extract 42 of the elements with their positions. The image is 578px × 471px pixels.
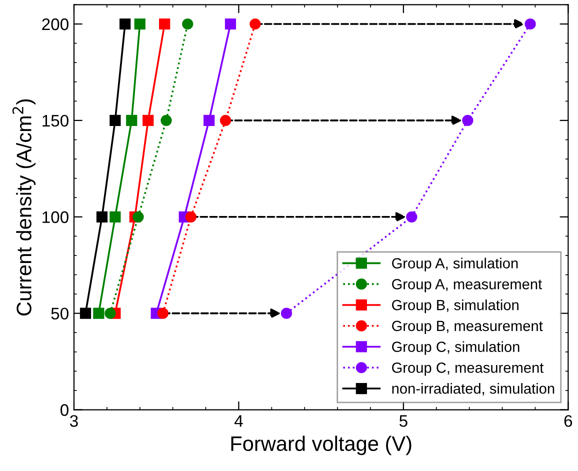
y-tick-label: 0 — [60, 404, 68, 416]
point — [126, 114, 138, 126]
point — [110, 114, 121, 126]
point — [406, 211, 418, 222]
legend-label: Group A, simulation — [392, 258, 518, 272]
point — [157, 308, 168, 319]
x-tick-label: 6 — [564, 415, 572, 427]
legend-label: Group B, measurement — [392, 320, 543, 334]
point — [119, 18, 131, 30]
point — [132, 211, 144, 222]
y-tick-label: 50 — [51, 308, 68, 320]
legend-label: Group C, simulation — [392, 341, 520, 355]
y-tick-label: 150 — [42, 114, 68, 127]
point — [134, 18, 146, 30]
point — [220, 114, 232, 126]
point — [159, 18, 170, 30]
point — [524, 18, 536, 30]
point — [104, 308, 116, 319]
x-tick-label: 3 — [70, 415, 78, 427]
y-tick-label: 100 — [42, 211, 68, 224]
point — [80, 308, 92, 319]
point — [185, 211, 196, 222]
y-axis-title: Current density (A/cm$^{2}$) — [12, 99, 36, 316]
point — [224, 18, 236, 30]
point — [462, 114, 474, 126]
x-tick-label: 5 — [399, 415, 408, 427]
point — [142, 114, 154, 126]
point — [250, 18, 261, 30]
legend-label: Group B, simulation — [392, 300, 518, 314]
y-tick-label: 200 — [42, 18, 68, 30]
x-axis-title: Forward voltage (V) — [231, 436, 412, 456]
x-tick-label: 4 — [234, 415, 243, 427]
point — [110, 211, 121, 222]
point — [93, 308, 104, 319]
legend-label: non-irradiated, simulation — [392, 383, 554, 396]
point — [182, 18, 194, 30]
point — [96, 211, 108, 222]
legend-label: Group C, measurement — [392, 362, 544, 376]
legend-label: Group A, measurement — [392, 279, 542, 292]
point — [160, 114, 172, 126]
point — [280, 308, 292, 319]
point — [204, 114, 215, 126]
